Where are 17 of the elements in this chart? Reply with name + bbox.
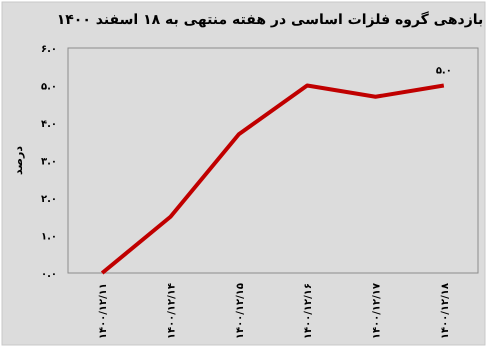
x-tick-label: ۱۴۰۰/۱۲/۱۶: [303, 283, 314, 340]
y-tick-label: ۵.۰: [40, 82, 57, 92]
y-tick-label: ۲.۰: [40, 194, 57, 205]
y-tick-label: ۶.۰: [40, 44, 57, 55]
y-tick-label: ۰.۰: [40, 269, 57, 280]
y-axis-title: درصد: [12, 146, 25, 175]
data-label: ۵.۰: [436, 66, 452, 76]
y-tick-label: ۴.۰: [40, 119, 57, 130]
x-tick-label: ۱۴۰۰/۱۲/۱۴: [166, 283, 178, 340]
x-tick-label: ۱۴۰۰/۱۲/۱۱: [98, 283, 110, 340]
chart-title: بازدهی گروه فلزات اساسی در هفته منتهی به ۱۸ اسفند ۱۴۰۰: [56, 11, 484, 28]
x-tick-label: ۱۴۰۰/۱۲/۱۸: [440, 283, 451, 340]
y-tick-label: ۱.۰: [40, 232, 57, 242]
line-series: [100, 84, 446, 275]
x-tick-label: ۱۴۰۰/۱۲/۱۵: [234, 283, 246, 340]
x-tick-label: ۱۴۰۰/۱۲/۱۷: [372, 283, 382, 340]
y-tick-label: ۳.۰: [40, 156, 57, 168]
